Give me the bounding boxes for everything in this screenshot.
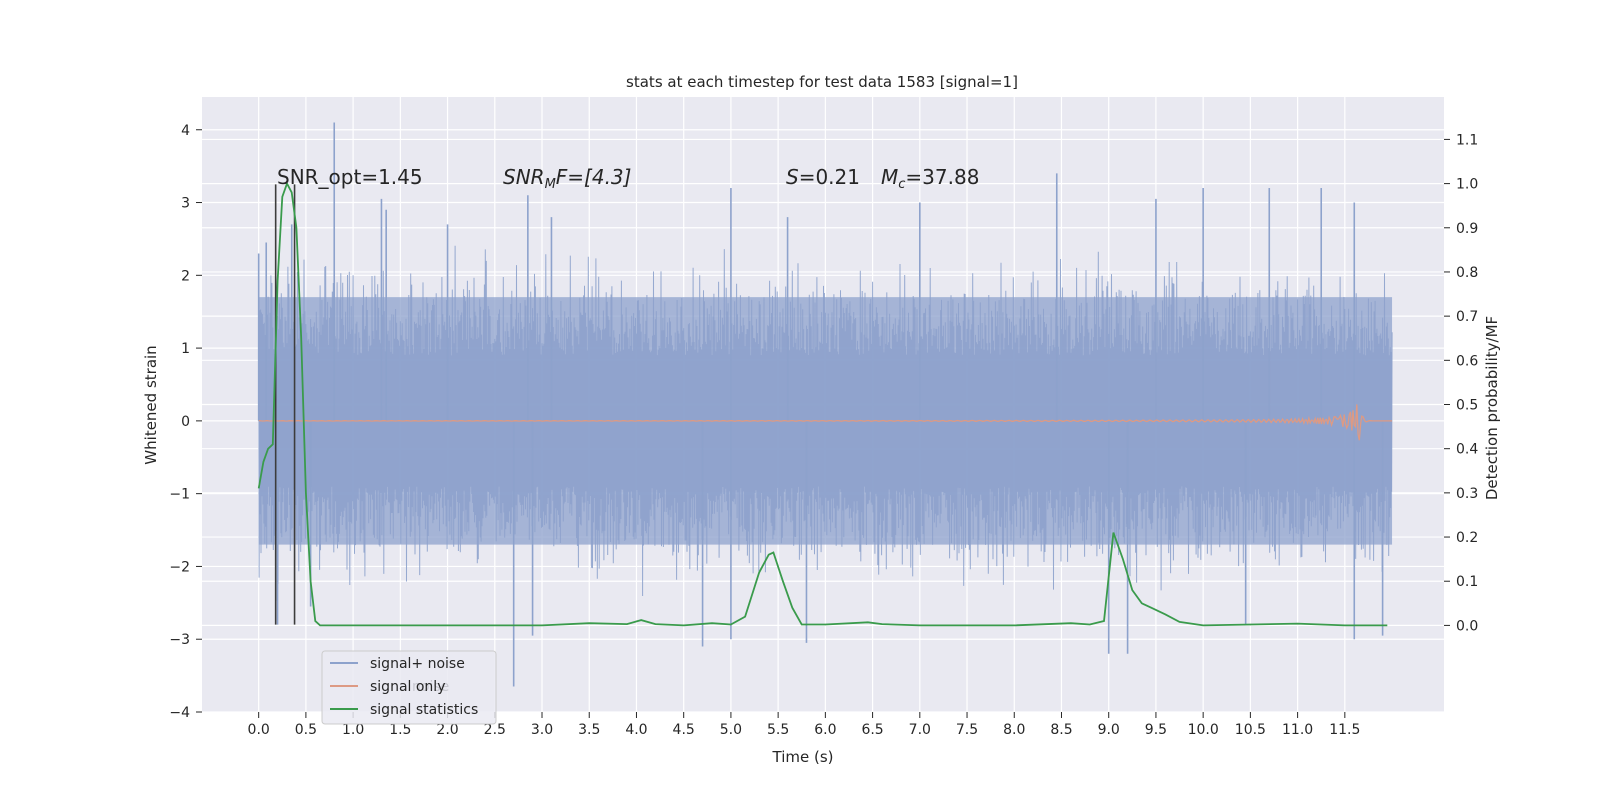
y-right-tick-label: 0.9 — [1456, 221, 1478, 237]
x-tick-label: 2.5 — [484, 722, 506, 738]
x-tick-label: 1.0 — [342, 722, 364, 738]
event-markers — [274, 184, 296, 625]
y-right-tick-label: 0.1 — [1456, 574, 1478, 590]
y-right-tick-label: 0.7 — [1456, 309, 1478, 325]
y-left-tick-label: 0 — [181, 414, 190, 430]
y-right-tick-label: 0.5 — [1456, 398, 1478, 414]
annotation-snr-mf: SNRMF=[4.3] — [503, 165, 631, 192]
y-right-tick-label: 0.8 — [1456, 265, 1478, 281]
signal-only-line — [258, 404, 1393, 441]
legend-label-signal-noise: signal+ noise — [370, 656, 465, 672]
y-right-tick-label: 0.4 — [1456, 442, 1478, 458]
y-right-tick-label: 1.1 — [1456, 132, 1478, 148]
y-left-tick-label: 2 — [181, 268, 190, 284]
x-tick-label: 7.0 — [909, 722, 931, 738]
y-right-tick-label: 0.2 — [1456, 530, 1478, 546]
x-tick-label: 1.5 — [389, 722, 411, 738]
y-axis-label-left: Whitened strain — [142, 345, 160, 464]
legend-ghost-text: noise — [412, 679, 449, 695]
x-tick-label: 0.0 — [248, 722, 270, 738]
y-right-tick-label: 0.6 — [1456, 353, 1478, 369]
s-symbol: S — [786, 165, 799, 189]
y-left-tick-label: 3 — [181, 196, 190, 212]
mc-symbol: M — [881, 165, 898, 189]
x-tick-label: 0.5 — [295, 722, 317, 738]
x-tick-label: 7.5 — [956, 722, 978, 738]
x-tick-label: 9.0 — [1098, 722, 1120, 738]
y-left-tick-label: −2 — [169, 559, 190, 575]
legend: noise signal+ noise signal only signal s… — [321, 650, 497, 725]
y-left-tick-label: −4 — [169, 705, 190, 721]
x-tick-label: 10.0 — [1188, 722, 1219, 738]
y-left-tick-label: 1 — [181, 341, 190, 357]
x-tick-label: 11.0 — [1282, 722, 1313, 738]
chart-title: stats at each timestep for test data 158… — [626, 73, 1018, 91]
x-tick-label: 5.0 — [720, 722, 742, 738]
y-left-tick-label: −1 — [169, 487, 190, 503]
snr-mf-base: SNR — [503, 165, 545, 189]
x-tick-label: 8.5 — [1050, 722, 1072, 738]
y-right-tick-label: 1.0 — [1456, 177, 1478, 193]
x-tick-label: 9.5 — [1145, 722, 1167, 738]
axis-ticks: 0.0 0.5 1.0 1.5 2.0 2.5 3.0 3.5 4.0 4.5 5.0 5.5 6.0 6… — [169, 123, 1478, 738]
y-left-tick-label: 4 — [181, 123, 190, 139]
y-right-tick-label: 0.3 — [1456, 486, 1478, 502]
y-axis-label-right: Detection probability/MF — [1483, 316, 1501, 500]
legend-label-signal-statistics: signal statistics — [370, 702, 478, 718]
x-tick-label: 10.5 — [1235, 722, 1266, 738]
x-tick-label: 5.5 — [767, 722, 789, 738]
x-tick-label: 4.5 — [673, 722, 695, 738]
annotation-snr-opt: SNR_opt=1.45 — [277, 165, 423, 189]
snr-mf-subscript: M — [545, 177, 556, 192]
legend-label-signal-only: signal only — [370, 679, 445, 695]
y-right-tick-label: 0.0 — [1456, 618, 1478, 634]
mc-subscript: c — [898, 177, 905, 192]
x-tick-label: 3.0 — [531, 722, 553, 738]
y-left-tick-label: −3 — [169, 632, 190, 648]
annotation-mc: Mc=37.88 — [881, 165, 979, 192]
x-tick-label: 8.0 — [1003, 722, 1025, 738]
x-tick-label: 4.0 — [625, 722, 647, 738]
x-tick-label: 11.5 — [1329, 722, 1360, 738]
x-axis-label: Time (s) — [772, 748, 834, 766]
x-tick-label: 6.0 — [814, 722, 836, 738]
signal-statistics-line — [257, 181, 1388, 627]
s-value: =0.21 — [799, 165, 860, 189]
legend-box — [321, 650, 497, 725]
x-tick-label: 3.5 — [578, 722, 600, 738]
signal-statistics-series — [257, 181, 1388, 627]
snr-mf-rest: F=[4.3] — [556, 165, 632, 189]
x-tick-label: 6.5 — [861, 722, 883, 738]
mc-value: =37.88 — [905, 165, 979, 189]
annotation-s: S=0.21 — [786, 165, 860, 189]
x-tick-label: 2.0 — [436, 722, 458, 738]
signal-only-series — [258, 404, 1393, 441]
